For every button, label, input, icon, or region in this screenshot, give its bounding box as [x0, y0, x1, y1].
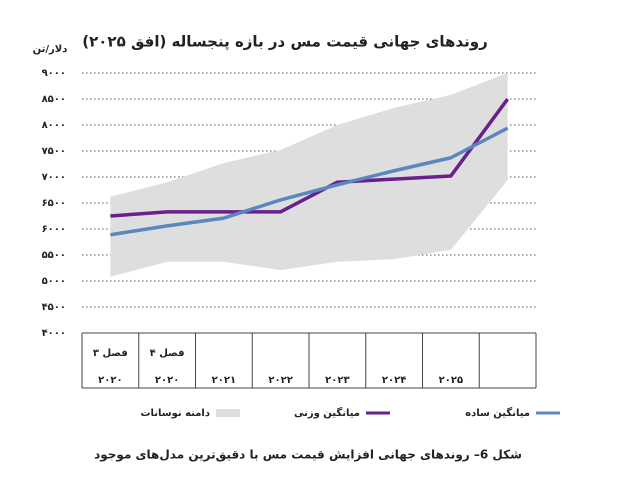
x-tick-label: ۲۰۲۰: [98, 375, 122, 386]
y-tick-label: ۸۵۰۰: [42, 94, 66, 105]
chart-title: روندهای جهانی قیمت مس در بازه پنجساله (ا…: [82, 33, 487, 52]
x-tick-label: ۲۰۲۴: [382, 375, 406, 386]
y-tick-label: ۵۵۰۰: [42, 250, 66, 261]
x-tick-sublabel: فصل ۴: [150, 348, 185, 359]
y-tick-label: ۶۵۰۰: [42, 198, 66, 209]
x-tick-label: ۲۰۲۰: [155, 375, 179, 386]
line: [110, 97, 510, 218]
x-tick-label: ۲۰۲۳: [325, 375, 349, 386]
x-tick-label: ۲۰۲۲: [268, 375, 292, 386]
y-tick-label: ۷۵۰۰: [42, 146, 66, 157]
legend-label: میانگین ساده: [465, 406, 530, 419]
legend-label: دامنه نوسانات: [140, 408, 210, 419]
y-tick-label: ۴۵۰۰: [42, 302, 66, 313]
range-area: [110, 73, 508, 277]
y-tick-label: ۸۰۰۰: [42, 120, 66, 131]
line: [110, 126, 509, 237]
y-axis-label: دلار/تن: [33, 44, 68, 55]
x-tick-label: ۲۰۲۱: [212, 375, 236, 386]
y-tick-label: ۹۰۰۰: [42, 68, 66, 79]
y-tick-label: ۷۰۰۰: [42, 172, 66, 183]
y-tick-label: ۵۰۰۰: [42, 276, 66, 287]
caption: شکل 6– روندهای جهانی افزایش قیمت مس با د…: [94, 448, 522, 463]
x-tick-label: ۲۰۲۵: [439, 375, 463, 386]
y-tick-label: ۶۰۰۰: [42, 224, 66, 235]
y-tick-label: ۴۰۰۰: [42, 328, 66, 339]
x-tick-sublabel: فصل ۳: [93, 348, 128, 359]
legend-label: میانگین وزنی: [294, 406, 360, 419]
